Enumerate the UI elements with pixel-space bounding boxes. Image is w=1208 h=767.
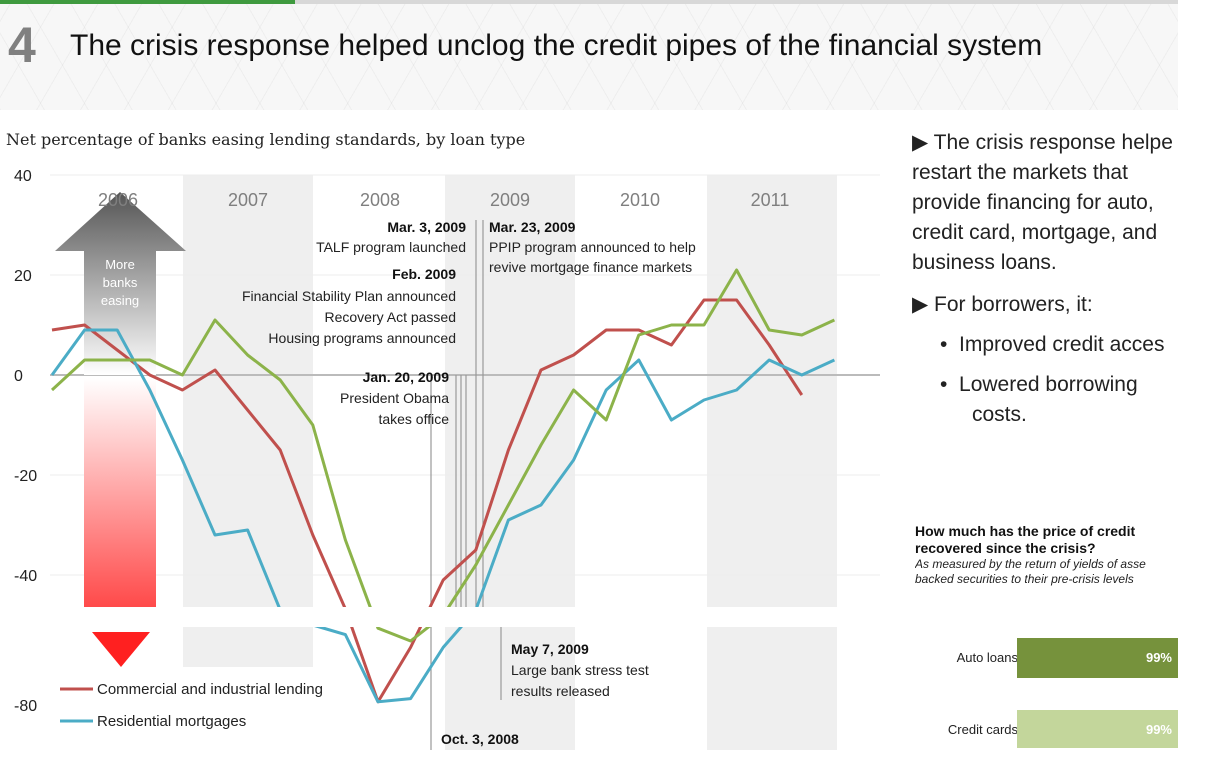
- key-points: ▶ The crisis response helpe restart the …: [912, 128, 1178, 430]
- year-band: [707, 175, 837, 607]
- y-tick-label: 20: [14, 268, 32, 285]
- annotation-text: Recovery Act passed: [324, 309, 456, 325]
- bar-row-auto: Auto loans 99%: [900, 638, 1178, 678]
- legend-label: Commercial and industrial lending: [97, 681, 323, 698]
- lending-chart: More banks easing 2006 2007 2008 2009 2010 2011…: [0, 168, 880, 750]
- year-label: 2007: [228, 190, 268, 210]
- year-band: [707, 627, 837, 750]
- legend-box: [45, 667, 357, 750]
- year-label: 2009: [490, 190, 530, 210]
- sub-bullet-1: • Improved credit acces: [940, 333, 1165, 356]
- slide-title: The crisis response helped unclog the cr…: [70, 29, 1043, 62]
- recovery-bars: Auto loans 99% Credit cards 99%: [900, 638, 1178, 748]
- bullet-1-line-2: restart the markets that: [912, 161, 1128, 184]
- top-accent-bar: [0, 0, 1178, 4]
- annotation-text: Large bank stress test: [511, 662, 649, 678]
- annotation-date: May 7, 2009: [511, 641, 589, 657]
- annotation-date: Feb. 2009: [392, 266, 456, 282]
- annotation-date: Jan. 20, 2009: [363, 369, 450, 385]
- annotation-text: takes office: [378, 411, 449, 427]
- bullet-1-line-4: credit card, mortgage, and: [912, 221, 1158, 244]
- y-tick-label: 40: [14, 168, 32, 185]
- axis-break-gap: [0, 607, 880, 627]
- chart-subtitle: Net percentage of banks easing lending s…: [6, 130, 526, 149]
- year-label: 2006: [98, 190, 138, 210]
- triangle-bullet-icon: ▶: [912, 293, 929, 316]
- y-tick-label: -80: [14, 698, 37, 715]
- triangle-bullet-icon: ▶: [912, 131, 929, 154]
- arrow-label: More: [105, 257, 135, 272]
- y-tick-label: -20: [14, 468, 37, 485]
- year-label: 2011: [751, 190, 790, 210]
- bar-row-credit-cards: Credit cards 99%: [900, 710, 1178, 748]
- y-tick-label: -40: [14, 568, 37, 585]
- annotation-text: Housing programs announced: [268, 330, 456, 346]
- year-label: 2008: [360, 190, 400, 210]
- sub-bullet-2-cont: costs.: [972, 403, 1027, 426]
- annotation-text: President Obama: [340, 390, 449, 406]
- bullet-2: ▶ For borrowers, it:: [912, 293, 1093, 316]
- bullet-1-line-1: ▶ The crisis response helpe: [912, 131, 1173, 154]
- series-line: [51, 298, 804, 704]
- annotation-date: Mar. 3, 2009: [387, 219, 466, 235]
- recovery-header: How much has the price of credit recover…: [915, 523, 1178, 587]
- down-arrow-icon: [92, 632, 150, 667]
- y-tick-label: 0: [14, 368, 23, 385]
- bar-fill: [1017, 710, 1178, 748]
- arrow-label: easing: [101, 293, 139, 308]
- bar-label: Auto loans: [956, 650, 1018, 665]
- annotation-text: Financial Stability Plan announced: [242, 288, 456, 304]
- bar-value: 99%: [1145, 650, 1172, 665]
- top-accent-green: [0, 0, 295, 4]
- year-band: [445, 627, 575, 750]
- year-band: [445, 175, 575, 607]
- recovery-title-1: How much has the price of credit: [915, 523, 1136, 539]
- annotation-text: revive mortgage finance markets: [489, 259, 692, 275]
- arrow-label: banks: [103, 275, 138, 290]
- header-band: [0, 4, 1178, 110]
- dot-bullet-icon: •: [940, 373, 948, 396]
- recovery-sub-2: backed securities to their pre-crisis le…: [915, 572, 1134, 586]
- bar-label: Credit cards: [947, 722, 1018, 737]
- series-line: [50, 328, 836, 704]
- bullet-1-line-5: business loans.: [912, 251, 1057, 274]
- slide-number: 4: [8, 17, 36, 73]
- annotation-date: Oct. 3, 2008: [441, 731, 519, 747]
- sub-bullet-2: • Lowered borrowing: [940, 373, 1138, 396]
- annotation-text: TALF program launched: [316, 239, 466, 255]
- annotation-date: Mar. 23, 2009: [489, 219, 576, 235]
- bar-value: 99%: [1145, 722, 1172, 737]
- bar-fill: [1017, 638, 1178, 678]
- recovery-title-2: recovered since the crisis?: [915, 540, 1096, 556]
- annotation-text: results released: [511, 683, 610, 699]
- recovery-sub-1: As measured by the return of yields of a…: [915, 557, 1146, 571]
- year-band: [183, 175, 313, 607]
- bullet-1-line-3: provide financing for auto,: [912, 191, 1154, 214]
- year-label: 2010: [620, 190, 660, 210]
- legend-label: Residential mortgages: [97, 713, 246, 730]
- annotation-text: PPIP program announced to help: [489, 239, 696, 255]
- dot-bullet-icon: •: [940, 333, 948, 356]
- down-arrow-shaft: [84, 378, 156, 607]
